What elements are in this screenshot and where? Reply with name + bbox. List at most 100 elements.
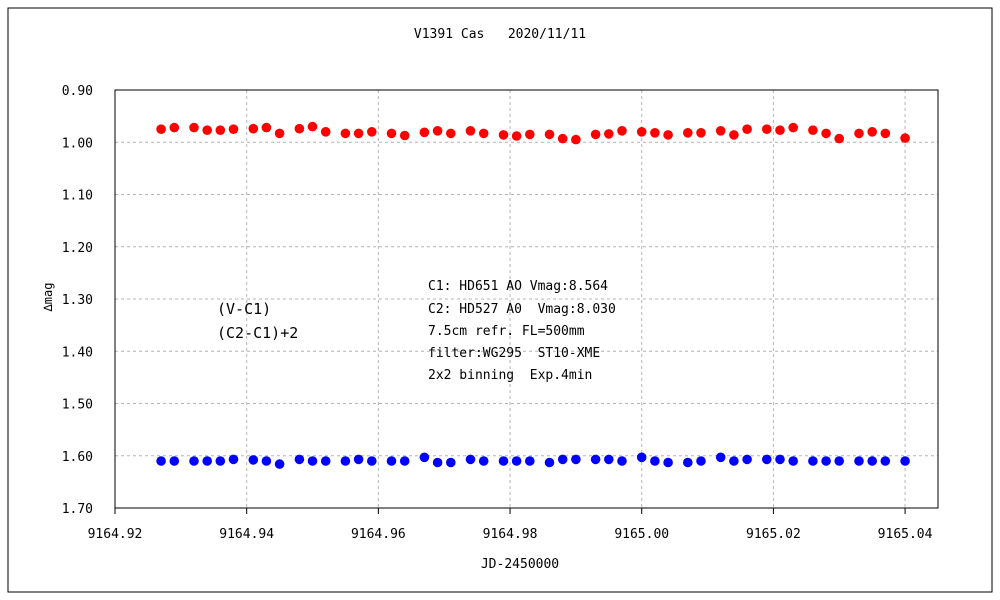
point-c2-c1 — [821, 456, 831, 466]
point-v-c1 — [169, 122, 180, 133]
point-c2-c1 — [762, 454, 772, 465]
point-v-c1 — [248, 123, 259, 134]
point-v-c1 — [762, 124, 772, 134]
point-c2-c1 — [189, 456, 199, 466]
point-c2-c1 — [419, 452, 430, 463]
point-c2-c1 — [367, 456, 377, 466]
point-v-c1 — [788, 122, 798, 133]
point-v-c1 — [571, 134, 581, 145]
point-v-c1 — [854, 128, 864, 139]
point-v-c1 — [261, 122, 272, 133]
point-v-c1 — [636, 127, 647, 137]
y-tick-label: 1.10 — [62, 189, 93, 204]
point-v-c1 — [320, 127, 331, 137]
point-v-c1 — [525, 129, 535, 140]
point-c2-c1 — [307, 456, 318, 466]
x-tick-label: 9164.98 — [483, 527, 538, 542]
point-v-c1 — [715, 126, 726, 136]
point-v-c1 — [215, 125, 226, 135]
x-tick-label: 9164.94 — [219, 527, 274, 542]
point-c2-c1 — [446, 457, 456, 468]
y-tick-label: 1.60 — [62, 450, 93, 465]
point-v-c1 — [419, 127, 430, 138]
y-tick-label: 1.50 — [62, 398, 93, 413]
annotation-line: C2: HD527 A0 Vmag:8.030 — [428, 302, 616, 317]
point-v-c1 — [821, 128, 831, 139]
point-c2-c1 — [683, 457, 693, 468]
legend-entry-c2-c1: (C2-C1)+2 — [217, 324, 298, 342]
point-c2-c1 — [900, 456, 910, 466]
x-tick-label: 9165.04 — [878, 527, 933, 542]
point-c2-c1 — [228, 454, 239, 465]
point-c2-c1 — [696, 456, 706, 466]
point-v-c1 — [775, 125, 785, 135]
point-v-c1 — [834, 133, 844, 144]
point-c2-c1 — [274, 459, 285, 469]
point-v-c1 — [446, 128, 456, 139]
point-v-c1 — [156, 124, 166, 134]
annotation-block: C1: HD651 AO Vmag:8.564 C2: HD527 A0 Vma… — [428, 279, 616, 383]
point-v-c1 — [900, 133, 910, 143]
point-v-c1 — [294, 123, 305, 134]
y-axis: 0.90 1.00 1.10 1.20 1.30 1.40 1.50 1.60 1.70 — [62, 84, 93, 517]
point-c2-c1 — [340, 456, 351, 466]
point-c2-c1 — [590, 454, 601, 465]
point-c2-c1 — [742, 454, 752, 465]
y-tick-label: 1.00 — [62, 136, 93, 151]
y-tick-label: 1.30 — [62, 293, 93, 308]
y-tick-label: 1.70 — [62, 502, 93, 517]
point-v-c1 — [465, 126, 476, 136]
grid — [115, 90, 938, 508]
x-tick-label: 9165.02 — [746, 527, 801, 542]
point-c2-c1 — [215, 456, 226, 466]
point-c2-c1 — [544, 457, 555, 468]
point-v-c1 — [307, 121, 318, 132]
y-tick-label: 1.40 — [62, 345, 93, 360]
point-v-c1 — [367, 127, 377, 137]
point-c2-c1 — [715, 452, 726, 463]
annotation-line: C1: HD651 AO Vmag:8.564 — [428, 279, 608, 294]
point-c2-c1 — [525, 456, 535, 466]
x-tick-label: 9165.00 — [614, 527, 669, 542]
point-v-c1 — [228, 124, 239, 134]
point-c2-c1 — [353, 454, 364, 465]
point-v-c1 — [867, 127, 877, 137]
point-c2-c1 — [834, 456, 844, 466]
point-v-c1 — [202, 125, 212, 135]
point-c2-c1 — [604, 454, 614, 465]
point-v-c1 — [663, 130, 673, 140]
point-c2-c1 — [650, 456, 660, 466]
point-c2-c1 — [294, 454, 305, 465]
point-c2-c1 — [248, 455, 259, 465]
x-axis: 9164.92 9164.94 9164.96 9164.98 9165.00 9165.… — [88, 508, 933, 542]
point-v-c1 — [557, 133, 568, 144]
point-c2-c1 — [617, 456, 627, 466]
point-c2-c1 — [399, 456, 410, 466]
annotation-line: 2x2 binning Exp.4min — [428, 368, 592, 383]
point-v-c1 — [683, 128, 693, 138]
point-v-c1 — [189, 122, 199, 133]
data-points — [156, 121, 910, 469]
point-v-c1 — [353, 128, 364, 139]
point-c2-c1 — [169, 456, 180, 466]
point-c2-c1 — [386, 456, 397, 466]
point-c2-c1 — [261, 456, 272, 466]
point-v-c1 — [729, 130, 739, 140]
point-c2-c1 — [808, 456, 818, 466]
point-v-c1 — [650, 128, 660, 138]
point-v-c1 — [386, 128, 397, 139]
point-c2-c1 — [854, 456, 864, 466]
point-c2-c1 — [557, 454, 568, 465]
x-axis-label: JD-2450000 — [481, 557, 559, 572]
point-v-c1 — [274, 128, 285, 139]
point-c2-c1 — [320, 456, 331, 466]
annotation-line: filter:WG295 ST10-XME — [428, 346, 600, 361]
point-v-c1 — [544, 129, 555, 140]
y-tick-label: 1.20 — [62, 241, 93, 256]
point-c2-c1 — [465, 454, 476, 465]
legend-entry-v-c1: (V-C1) — [217, 300, 271, 318]
annotation-line: 7.5cm refr. FL=500mm — [428, 324, 585, 339]
point-c2-c1 — [636, 452, 647, 463]
